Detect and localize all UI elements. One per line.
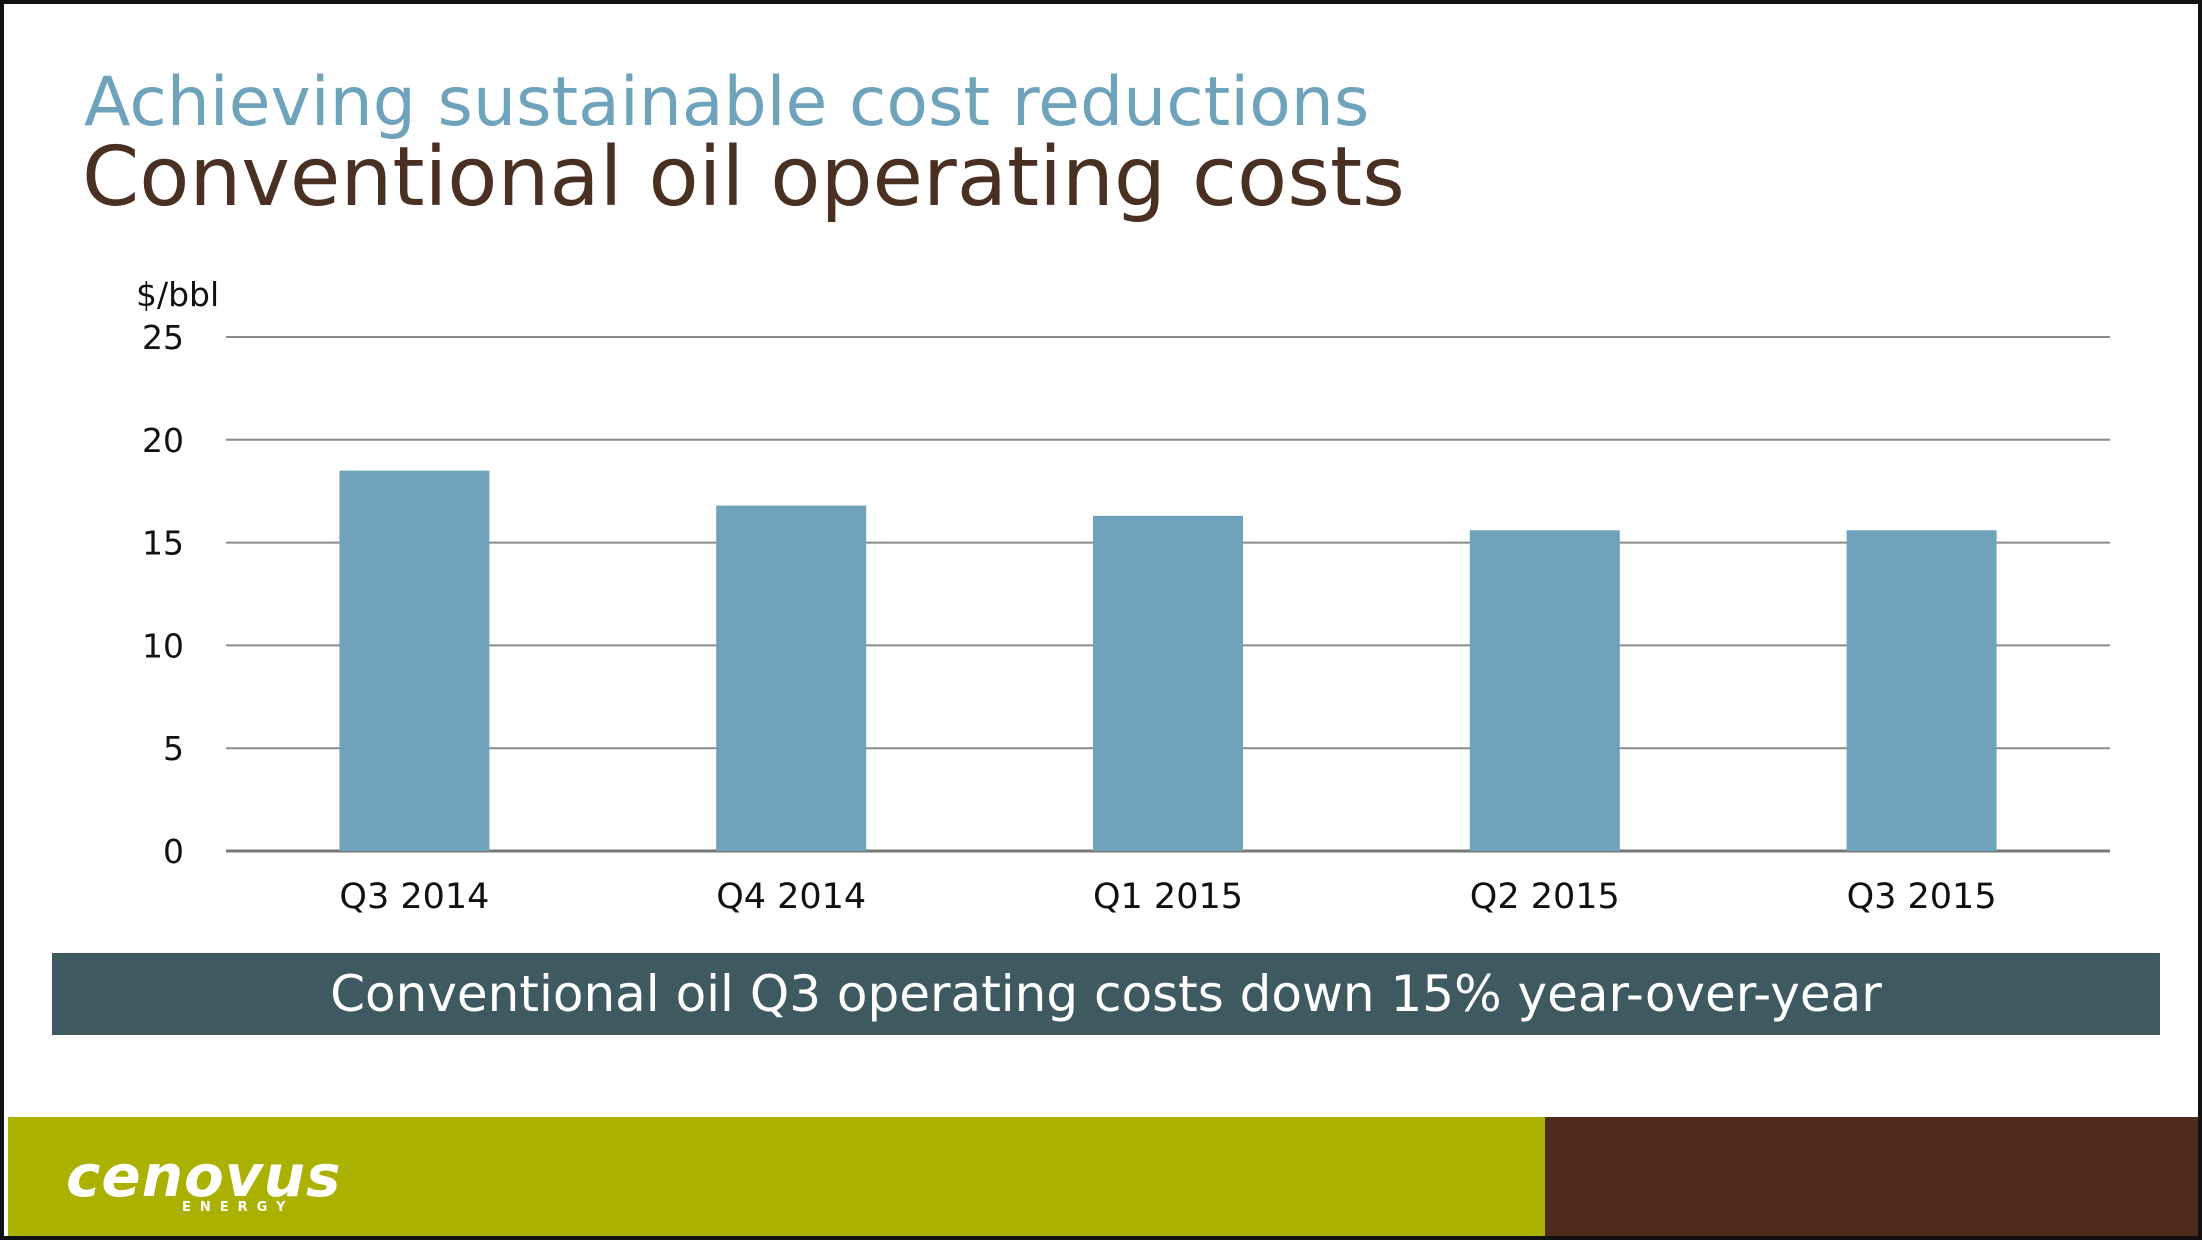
y-tick-label: 20 — [142, 421, 184, 460]
company-logo-subtitle: ENERGY — [182, 1200, 295, 1215]
x-tick-label: Q1 2015 — [1093, 877, 1243, 917]
x-tick-label: Q3 2014 — [339, 877, 489, 917]
bar-q2-2015 — [1469, 530, 1620, 851]
bar-q3-2014 — [339, 470, 490, 851]
x-tick-labels: Q3 2014 Q4 2014 Q1 2015 Q2 2015 Q3 2015 — [339, 877, 1996, 917]
footer-brown-band — [1545, 1117, 2198, 1236]
y-tick-label: 25 — [142, 318, 184, 357]
x-tick-label: Q4 2014 — [716, 877, 866, 917]
slide-kicker: Achieving sustainable cost reductions — [84, 63, 1370, 142]
company-logo: cenovus — [66, 1142, 342, 1210]
x-tick-label: Q2 2015 — [1470, 877, 1620, 917]
y-axis-label: $/bbl — [136, 275, 219, 314]
bars — [339, 470, 1997, 851]
bar-q3-2015 — [1846, 530, 1997, 851]
y-tick-labels: 0 5 10 15 20 25 — [142, 318, 184, 871]
y-tick-label: 10 — [142, 626, 184, 665]
y-tick-label: 0 — [163, 832, 184, 871]
takeaway-banner: Conventional oil Q3 operating costs down… — [52, 953, 2160, 1035]
bar-q4-2014 — [716, 505, 867, 851]
footer-green-band — [8, 1117, 1545, 1236]
slide-headline: Conventional oil operating costs — [82, 130, 1405, 225]
bar-q1-2015 — [1093, 515, 1243, 851]
x-tick-label: Q3 2015 — [1847, 877, 1997, 917]
y-tick-label: 15 — [142, 524, 184, 563]
y-tick-label: 5 — [163, 729, 184, 768]
